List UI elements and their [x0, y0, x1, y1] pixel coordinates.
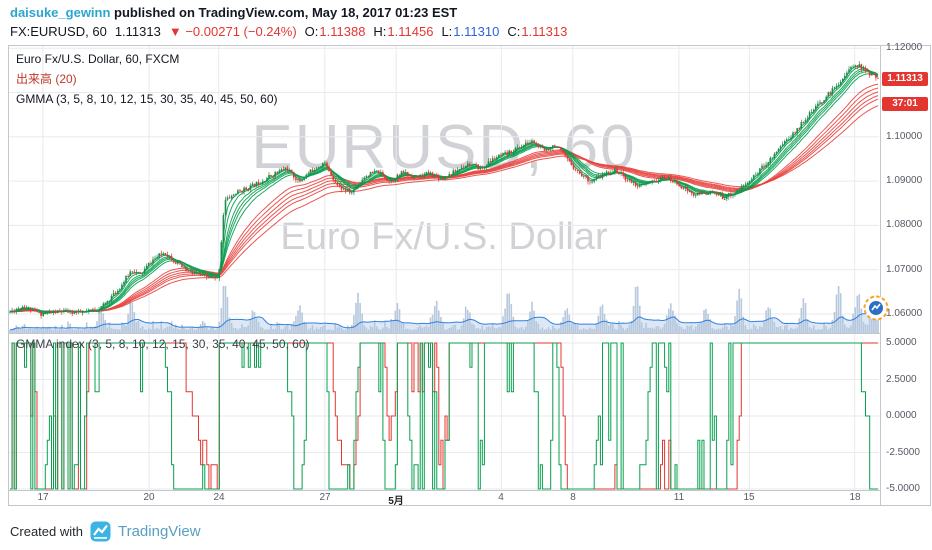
price-axis-label: 1.07000 — [886, 264, 923, 275]
indicator-axis-label: 5.0000 — [886, 337, 917, 348]
time-axis-label: 20 — [143, 492, 155, 503]
gmma-long-layer — [9, 83, 879, 313]
gmma-indicator-label[interactable]: GMMA (3, 5, 8, 10, 12, 15, 30, 35, 40, 4… — [16, 92, 278, 106]
bar-countdown-badge: 37:01 — [882, 97, 928, 111]
tradingview-wordmark[interactable]: TradingView — [117, 522, 201, 540]
main-pane[interactable]: EURUSD, 60 Euro Fx/U.S. Dollar Euro Fx/U… — [9, 46, 889, 333]
time-axis-label: 4 — [498, 492, 504, 503]
time-axis-label: 5月 — [388, 496, 404, 507]
last-price: 1.11313 — [114, 24, 161, 39]
watermark-name: Euro Fx/U.S. Dollar — [280, 216, 608, 258]
quote-line: FX:EURUSD, 60 1.11313 ▼ −0.00271 (−0.24%… — [10, 24, 567, 39]
tradingview-logo-icon[interactable] — [90, 521, 111, 542]
main-chart-svg — [9, 46, 879, 333]
gmma-index-label[interactable]: GMMA index (3, 5, 8, 10, 12, 15, 30, 35,… — [16, 337, 310, 351]
time-axis-label: 11 — [673, 492, 685, 503]
quote-low: L: 1.11310 — [441, 24, 499, 39]
last-price-badge: 1.11313 — [882, 72, 928, 86]
time-axis-divider — [9, 490, 880, 491]
price-axis-label: 1.10000 — [886, 131, 923, 142]
indicator-svg — [9, 334, 879, 490]
created-with-label: Created with — [10, 523, 83, 539]
down-arrow-icon: ▼ — [168, 24, 182, 39]
time-axis-label: 17 — [37, 492, 49, 503]
time-axis-label: 8 — [570, 492, 576, 503]
candles-layer — [9, 61, 879, 319]
publish-info: published on TradingView.com, May 18, 20… — [114, 5, 458, 20]
price-axis-label: 1.09000 — [886, 175, 923, 186]
time-axis[interactable]: 17 20 24 27 5月 4 8 11 15 18 — [9, 491, 879, 507]
time-axis-label: 18 — [849, 492, 861, 503]
indicator-pane[interactable]: GMMA index (3, 5, 8, 10, 12, 15, 30, 35,… — [9, 334, 879, 490]
volume-layer — [9, 286, 879, 333]
price-axis[interactable]: 1.12000 1.10000 1.09000 1.08000 1.07000 1.060… — [880, 42, 930, 505]
change-value: −0.00271 (−0.24%) — [185, 24, 297, 39]
price-change: ▼ −0.00271 (−0.24%) — [169, 24, 297, 39]
publish-header: daisuke_gewinn published on TradingView.… — [10, 5, 457, 20]
price-axis-label: 1.12000 — [886, 42, 923, 53]
quote-open: O: 1.11388 — [305, 24, 366, 39]
volume-indicator-label[interactable]: 出来高 (20) — [16, 72, 77, 86]
main-legend: Euro Fx/U.S. Dollar, 60, FXCM 出来高 (20) G… — [16, 49, 278, 109]
indicator-grid-layer — [9, 334, 879, 490]
pane-divider[interactable] — [9, 333, 880, 334]
idea-marker-svg — [863, 295, 889, 321]
quote-high: H: 1.11456 — [373, 24, 433, 39]
footer: Created with TradingView — [10, 518, 201, 544]
gmma-index-lines — [10, 342, 878, 490]
high-value: 1.11456 — [387, 24, 434, 39]
time-axis-label: 27 — [319, 492, 331, 503]
high-label: H: — [373, 24, 387, 39]
open-label: O: — [304, 24, 319, 39]
close-value: 1.11313 — [521, 24, 568, 39]
open-value: 1.11388 — [319, 24, 366, 39]
indicator-axis-label: 2.5000 — [886, 374, 917, 385]
time-axis-label: 24 — [213, 492, 225, 503]
indicator-axis-label: -2.5000 — [886, 447, 920, 458]
symbol-interval: FX:EURUSD, 60 — [10, 24, 107, 39]
quote-close: C: 1.11313 — [507, 24, 567, 39]
price-axis-label: 1.06000 — [886, 308, 923, 319]
price-axis-label: 1.08000 — [886, 219, 923, 230]
idea-marker-icon[interactable] — [863, 295, 889, 321]
low-value: 1.11310 — [453, 24, 500, 39]
series-title[interactable]: Euro Fx/U.S. Dollar, 60, FXCM — [16, 52, 180, 66]
author-link[interactable]: daisuke_gewinn — [10, 5, 111, 20]
low-label: L: — [441, 24, 453, 39]
grid-layer — [9, 46, 879, 333]
close-label: C: — [507, 24, 521, 39]
time-axis-label: 15 — [743, 492, 755, 503]
indicator-axis-label: -5.0000 — [886, 483, 920, 494]
chart-container: EURUSD, 60 Euro Fx/U.S. Dollar Euro Fx/U… — [8, 42, 931, 507]
indicator-axis-label: 0.0000 — [886, 410, 917, 421]
